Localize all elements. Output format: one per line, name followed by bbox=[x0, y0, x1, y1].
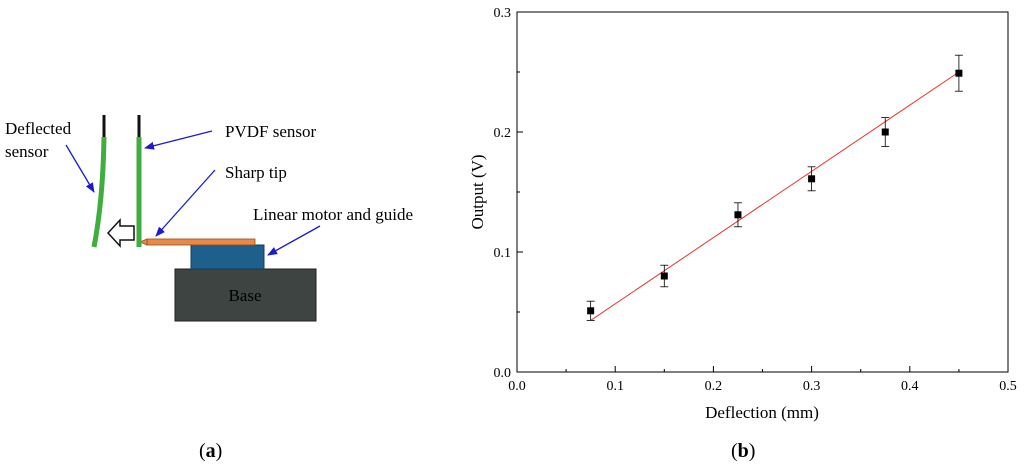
sharp-tip-label: Sharp tip bbox=[225, 163, 287, 182]
deflection-direction-arrow bbox=[106, 218, 135, 248]
linear-motor-label: Linear motor and guide bbox=[253, 205, 413, 224]
sharp-tip-pointer-arrow bbox=[155, 169, 216, 237]
deflected-sensor-strip bbox=[91, 136, 107, 248]
pvdf-sensor-label: PVDF sensor bbox=[225, 122, 316, 141]
data-points-layer bbox=[586, 54, 963, 321]
base-block bbox=[174, 268, 317, 322]
motor-pointer-arrow bbox=[267, 225, 321, 256]
sharp-tip-bar bbox=[146, 238, 256, 246]
data-point bbox=[808, 175, 816, 183]
x-tick-label: 0.2 bbox=[705, 379, 723, 394]
x-axis-title: Deflection (mm) bbox=[705, 403, 819, 422]
y-tick-label: 0.1 bbox=[494, 246, 512, 261]
deflected-label-line2: sensor bbox=[5, 142, 49, 161]
sharp-tip-point bbox=[138, 238, 148, 246]
x-tick-label: 0.5 bbox=[999, 379, 1017, 394]
diagram-panel: Base Deflected sensor PVDF sensor Sharp … bbox=[5, 115, 413, 322]
x-axis: 0.0 0.1 0.2 0.3 0.4 0.5 bbox=[508, 366, 1017, 394]
data-point bbox=[734, 211, 742, 219]
y-axis-title: Output (V) bbox=[468, 154, 487, 229]
y-tick-label: 0.0 bbox=[494, 366, 512, 381]
data-point bbox=[660, 272, 668, 280]
linear-motor-block bbox=[190, 244, 265, 270]
data-point bbox=[955, 69, 963, 77]
deflection-output-chart: 0.0 0.1 0.2 0.3 0.4 0.5 0.0 0.1 0.2 0.3 Deflecti… bbox=[468, 6, 1017, 422]
fit-line bbox=[590, 71, 960, 321]
x-tick-label: 0.3 bbox=[803, 379, 821, 394]
y-tick-label: 0.3 bbox=[494, 6, 512, 21]
deflected-label-line1: Deflected bbox=[5, 119, 72, 138]
panel-a-tag: (a) bbox=[199, 440, 222, 462]
panel-b-tag: (b) bbox=[731, 440, 755, 462]
base-label: Base bbox=[228, 286, 261, 305]
y-axis: 0.0 0.1 0.2 0.3 bbox=[494, 6, 523, 381]
x-tick-label: 0.4 bbox=[901, 379, 919, 394]
deflected-pointer-arrow bbox=[65, 144, 95, 193]
x-tick-label: 0.0 bbox=[508, 379, 526, 394]
fit-line-layer bbox=[590, 71, 960, 321]
pvdf-pointer-arrow bbox=[144, 130, 213, 150]
x-tick-label: 0.1 bbox=[606, 379, 624, 394]
data-point bbox=[587, 307, 595, 315]
data-point bbox=[881, 128, 889, 136]
y-tick-label: 0.2 bbox=[494, 126, 512, 141]
